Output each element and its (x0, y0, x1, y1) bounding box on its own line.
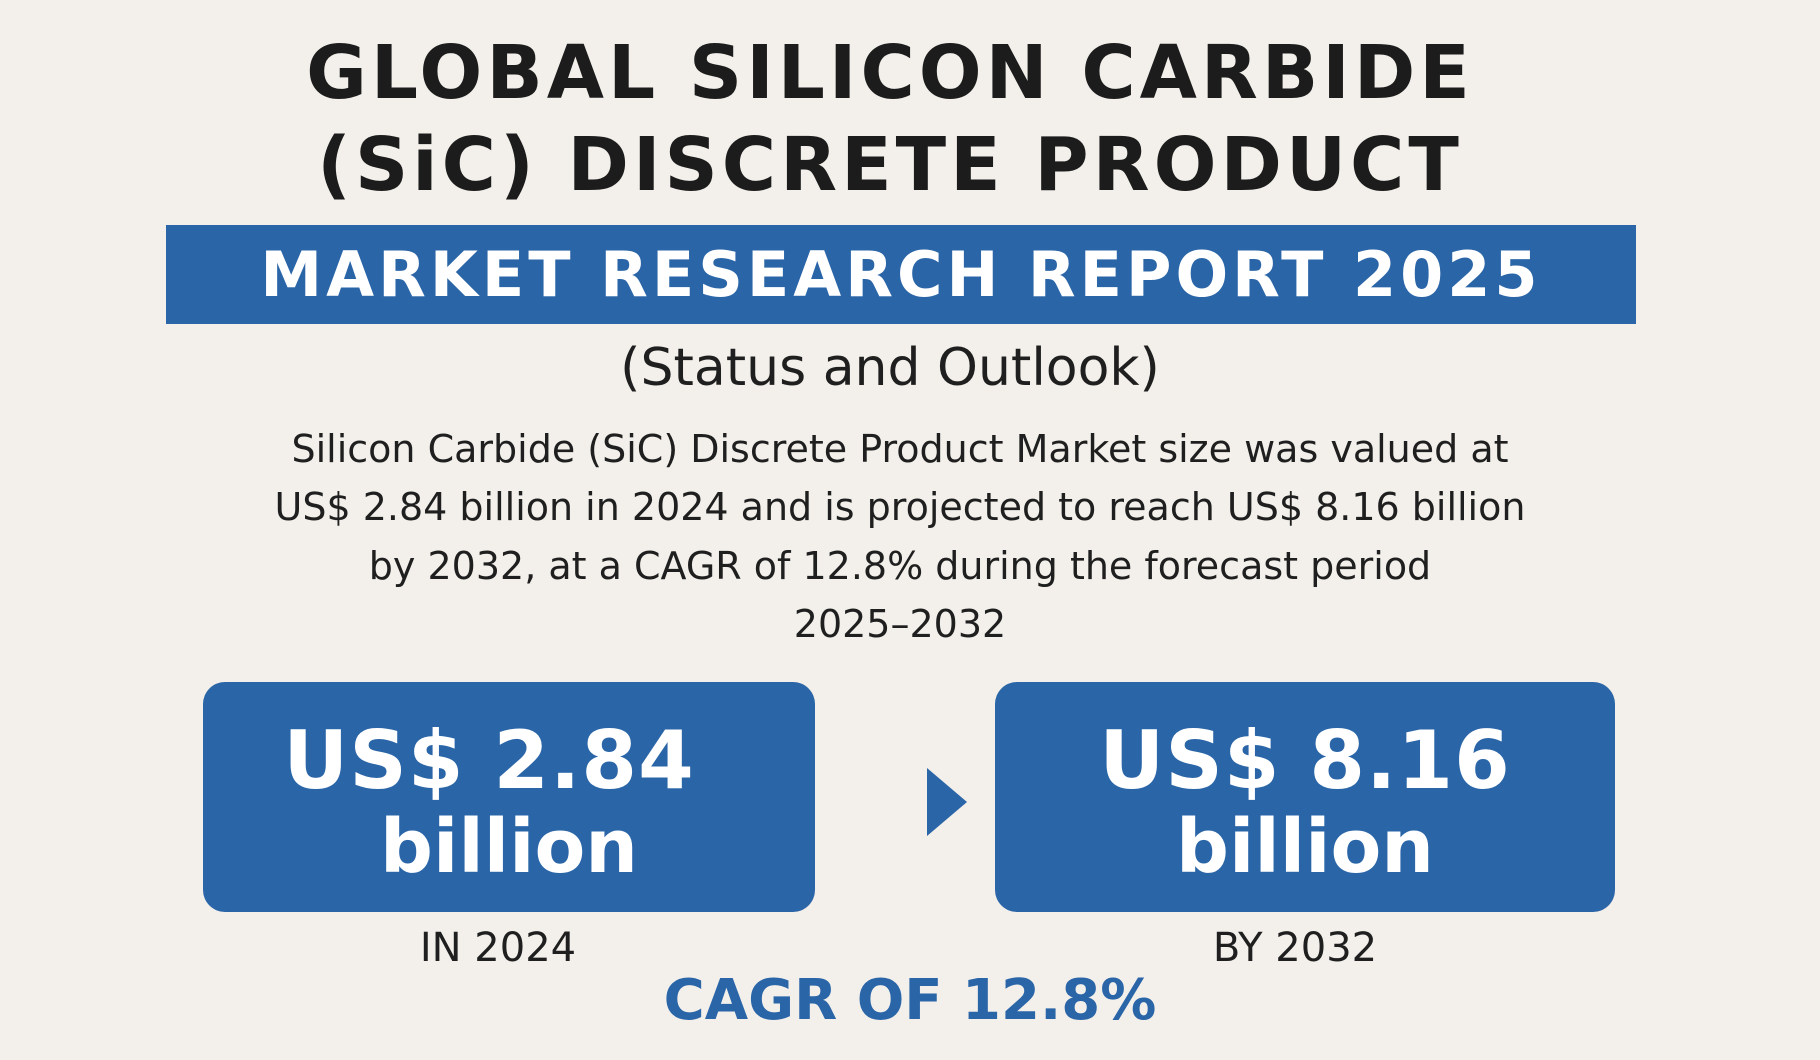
caption-2024: IN 2024 (419, 925, 577, 971)
title-line-1: GLOBAL SILICON CARBIDE (306, 30, 1474, 116)
value-unit-2032: billion (1176, 804, 1434, 890)
value-unit-2024: billion (380, 804, 638, 890)
report-banner: MARKET RESEARCH REPORT 2025 (166, 225, 1636, 324)
cagr-label: CAGR OF 12.8% (663, 968, 1157, 1033)
caption-2032: BY 2032 (1212, 925, 1378, 971)
title-line-2: (SiC) DISCRETE PRODUCT (317, 122, 1463, 208)
description-line-1: Silicon Carbide (SiC) Discrete Product M… (291, 427, 1509, 471)
value-box-2024: US$ 2.84 billion (203, 682, 815, 912)
value-amount-2024: US$ 2.84 (283, 714, 695, 807)
description-line-4: 2025–2032 (793, 602, 1007, 646)
description-line-2: US$ 2.84 billion in 2024 and is projecte… (274, 485, 1526, 529)
banner-text: MARKET RESEARCH REPORT 2025 (260, 238, 1542, 311)
value-box-2032: US$ 8.16 billion (995, 682, 1615, 912)
value-amount-2032: US$ 8.16 (1099, 714, 1511, 807)
triangle-right-icon (927, 768, 967, 836)
subtitle: (Status and Outlook) (620, 338, 1160, 398)
description-line-3: by 2032, at a CAGR of 12.8% during the f… (368, 544, 1432, 588)
